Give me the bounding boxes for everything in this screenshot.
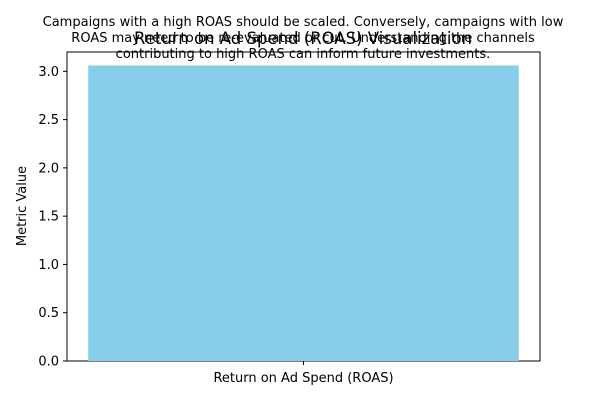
annotation-line: ROAS may need to be re-evaluated or cut.… <box>71 31 535 46</box>
y-axis-label: Metric Value <box>15 166 30 246</box>
y-tick-label: 0.5 <box>38 306 59 321</box>
bar <box>88 65 519 362</box>
annotation-line: Campaigns with a high ROAS should be sca… <box>43 15 564 30</box>
y-axis: 0.0 0.5 1.0 1.5 2.0 2.5 3.0 <box>38 65 67 370</box>
x-tick-label: Return on Ad Spend (ROAS) <box>213 371 393 386</box>
y-tick-label: 1.5 <box>38 210 59 225</box>
annotation-line: contributing to high ROAS can inform fut… <box>116 47 491 62</box>
bars-layer <box>88 65 519 362</box>
y-tick-label: 2.0 <box>38 161 59 176</box>
y-tick-label: 2.5 <box>38 113 59 128</box>
x-axis: Return on Ad Spend (ROAS) <box>213 361 394 386</box>
annotation-text: Campaigns with a high ROAS should be sca… <box>43 15 564 62</box>
y-tick-label: 1.0 <box>38 258 59 273</box>
y-tick-label: 3.0 <box>38 65 59 80</box>
y-tick-label: 0.0 <box>38 355 59 370</box>
chart-title: Return on Ad Spend (ROAS) Visualization <box>134 29 472 48</box>
